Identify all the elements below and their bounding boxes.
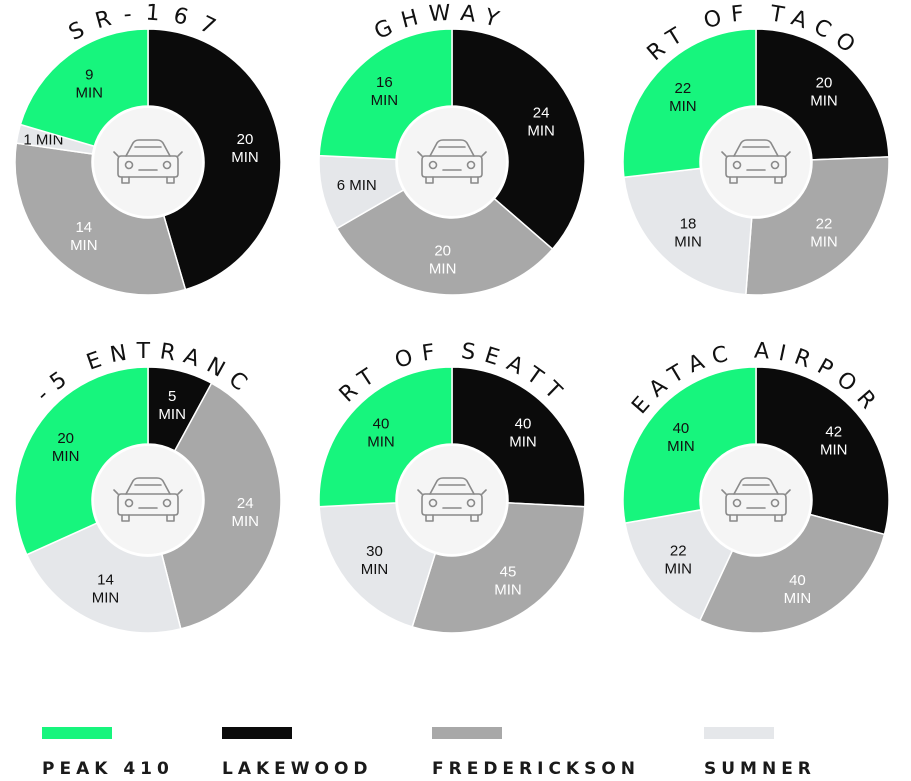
donut-hole-fill	[398, 446, 506, 554]
donut-hole-fill	[398, 108, 506, 216]
legend-label: LAKEWOOD	[222, 759, 373, 779]
slice-value-label: 14 MIN	[70, 219, 98, 254]
slice-value-label: 1 MIN	[23, 131, 63, 148]
legend-item-frederickson: FREDERICKSON	[432, 727, 640, 779]
slice-value-label: 45 MIN	[494, 563, 522, 598]
slice-peak-410	[318, 28, 453, 161]
legend-swatch	[432, 727, 502, 739]
legend-swatch	[42, 727, 112, 739]
slice-value-label: 9 MIN	[76, 67, 104, 102]
legend-swatch	[704, 727, 774, 739]
slice-value-label: 5 MIN	[158, 388, 186, 423]
slice-value-label: 20 MIN	[429, 243, 457, 278]
legend-item-lakewood: LAKEWOOD	[222, 727, 373, 779]
slice-value-label: 16 MIN	[371, 74, 399, 109]
legend-label: PEAK 410	[42, 759, 174, 779]
slice-value-label: 14 MIN	[92, 571, 120, 606]
slice-value-label: 24 MIN	[527, 104, 555, 139]
legend-item-peak-410: PEAK 410	[42, 727, 174, 779]
slice-value-label: 40 MIN	[667, 420, 695, 455]
slice-value-label: 22 MIN	[665, 543, 693, 578]
donut-hole-fill	[702, 108, 810, 216]
slice-value-label: 42 MIN	[820, 423, 848, 458]
donut-hole-fill	[94, 108, 202, 216]
slice-value-label: 40 MIN	[784, 572, 812, 607]
slice-value-label: 24 MIN	[231, 495, 259, 530]
donut-hole-fill	[702, 446, 810, 554]
slice-value-label: 40 MIN	[367, 415, 395, 450]
slice-value-label: 20 MIN	[231, 131, 259, 166]
slice-value-label: 30 MIN	[361, 543, 389, 578]
slice-value-label: 6 MIN	[337, 177, 377, 194]
slice-value-label: 22 MIN	[669, 80, 697, 115]
slice-value-label: 40 MIN	[509, 415, 537, 450]
slice-value-label: 18 MIN	[674, 216, 702, 251]
slice-value-label: 20 MIN	[52, 430, 80, 465]
slice-lakewood	[755, 28, 890, 161]
slice-lakewood	[147, 28, 282, 291]
legend-label: SUMNER	[704, 759, 816, 779]
slice-value-label: 22 MIN	[810, 216, 838, 251]
donut-hole-fill	[94, 446, 202, 554]
legend-label: FREDERICKSON	[432, 759, 641, 779]
legend-swatch	[222, 727, 292, 739]
legend-item-sumner: SUMNER	[704, 727, 816, 779]
slice-value-label: 20 MIN	[810, 74, 838, 109]
